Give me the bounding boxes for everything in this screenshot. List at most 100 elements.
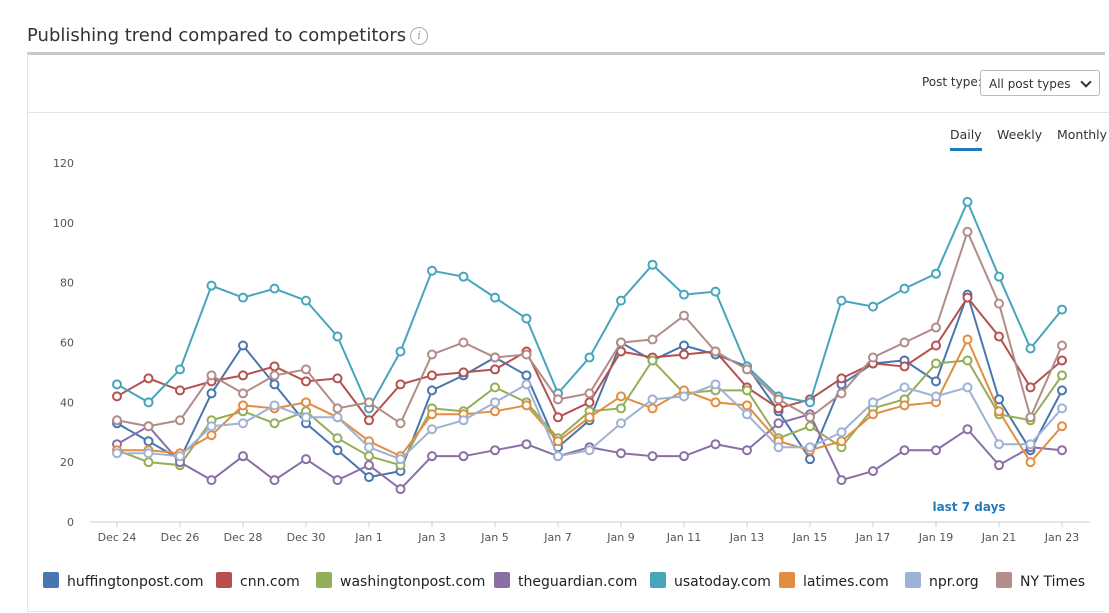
- point: [458, 415, 469, 426]
- point: [332, 433, 343, 444]
- point: [616, 295, 626, 306]
- info-icon[interactable]: i: [410, 27, 429, 45]
- point: [962, 334, 973, 345]
- y-tick-label: 80: [60, 277, 74, 290]
- point: [301, 412, 311, 423]
- x-tick-label: Jan 3: [417, 531, 445, 544]
- point: [301, 364, 311, 375]
- point: [490, 352, 500, 363]
- separator: [28, 112, 1109, 113]
- point: [994, 331, 1004, 342]
- point: [364, 442, 374, 453]
- tab-weekly[interactable]: Weekly: [997, 127, 1043, 142]
- point: [836, 475, 847, 486]
- point: [931, 376, 941, 387]
- point: [427, 409, 437, 420]
- point: [364, 397, 374, 408]
- point: [521, 400, 532, 411]
- point: [899, 283, 910, 294]
- point: [1057, 370, 1067, 381]
- point: [143, 436, 154, 447]
- point: [269, 400, 280, 411]
- x-tick-label: Jan 7: [543, 531, 571, 544]
- x-tick-label: Jan 13: [729, 531, 764, 544]
- point: [710, 439, 721, 450]
- point: [742, 409, 752, 420]
- series-2: [112, 355, 1067, 471]
- point: [238, 340, 248, 351]
- point: [458, 451, 469, 462]
- point: [647, 259, 658, 270]
- point: [238, 418, 248, 429]
- legend-label: cnn.com: [240, 574, 300, 590]
- point: [112, 379, 122, 390]
- tab-daily[interactable]: Daily: [950, 127, 982, 151]
- x-tick-label: Jan 17: [855, 531, 890, 544]
- point: [521, 439, 532, 450]
- x-tick-label: Dec 30: [287, 531, 326, 544]
- point: [584, 412, 595, 423]
- point: [332, 331, 343, 342]
- point: [238, 451, 248, 462]
- point: [773, 394, 784, 405]
- point: [458, 337, 469, 348]
- point: [206, 280, 217, 291]
- point: [616, 391, 626, 402]
- point: [805, 454, 815, 465]
- y-tick-label: 40: [60, 396, 74, 409]
- point: [427, 349, 437, 360]
- point: [1057, 445, 1067, 456]
- point: [143, 397, 154, 408]
- point: [1025, 457, 1036, 468]
- point: [1057, 385, 1067, 396]
- point: [1057, 403, 1067, 414]
- point: [899, 382, 910, 393]
- x-tick-label: Jan 1: [354, 531, 382, 544]
- point: [301, 295, 311, 306]
- legend-label: washingtonpost.com: [340, 574, 485, 590]
- point: [175, 415, 185, 426]
- point: [710, 286, 721, 297]
- point: [112, 448, 122, 459]
- point: [1057, 421, 1067, 432]
- point: [143, 373, 154, 384]
- point: [206, 370, 217, 381]
- point: [364, 451, 374, 462]
- point: [805, 397, 815, 408]
- legend-label: npr.org: [929, 574, 979, 590]
- point: [931, 268, 941, 279]
- point: [584, 388, 595, 399]
- point: [647, 403, 658, 414]
- legend-swatch: [996, 572, 1012, 588]
- point: [269, 379, 280, 390]
- point: [206, 421, 217, 432]
- point: [805, 442, 815, 453]
- point: [521, 349, 532, 360]
- point: [647, 355, 658, 366]
- point: [679, 289, 689, 300]
- page-title: Publishing trend compared to competitors…: [27, 25, 429, 46]
- legend-label: huffingtonpost.com: [67, 574, 204, 590]
- point: [332, 373, 343, 384]
- point: [962, 355, 973, 366]
- point: [868, 409, 878, 420]
- point: [962, 226, 973, 237]
- point: [647, 394, 658, 405]
- post-type-label: Post type:: [922, 75, 982, 89]
- point: [742, 364, 752, 375]
- post-type-select[interactable]: All post types: [980, 70, 1100, 96]
- point: [931, 391, 941, 402]
- point: [962, 424, 973, 435]
- point: [616, 418, 626, 429]
- title-text: Publishing trend compared to competitors: [27, 25, 407, 46]
- point: [1025, 343, 1036, 354]
- point: [553, 436, 563, 447]
- point: [931, 322, 941, 333]
- series-line: [116, 199, 1063, 411]
- tab-monthly[interactable]: Monthly: [1057, 127, 1108, 142]
- x-tick-label: Dec 28: [224, 531, 263, 544]
- x-tick-label: Dec 26: [161, 531, 200, 544]
- point: [994, 460, 1004, 471]
- point: [521, 379, 532, 390]
- legend-label: theguardian.com: [518, 574, 637, 590]
